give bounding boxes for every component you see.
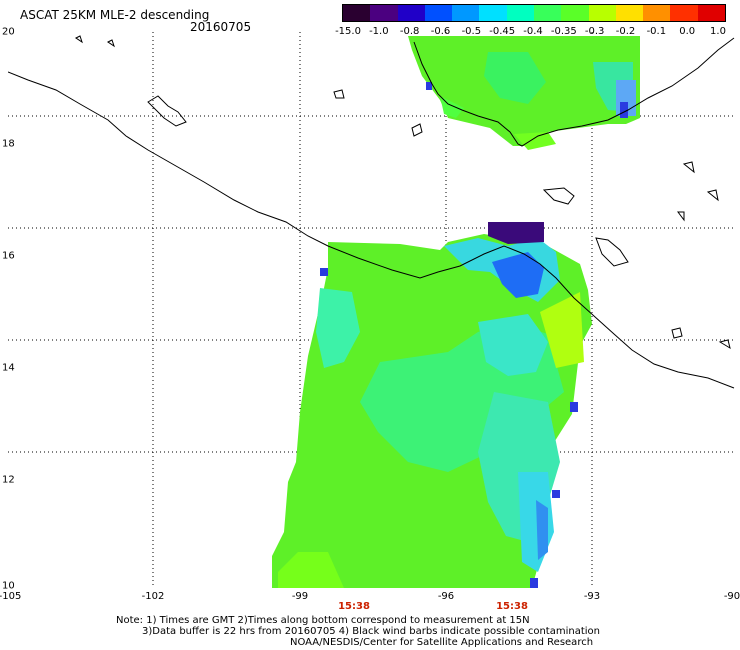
map-date: 20160705 <box>190 20 252 34</box>
note-line-3: NOAA/NESDIS/Center for Satellite Applica… <box>290 637 594 648</box>
latitude-label: 14 <box>2 362 15 374</box>
map-plot <box>8 32 736 588</box>
colorbar-tick-label: -0.4 <box>523 26 543 37</box>
colorbar-tick-label: -0.3 <box>584 26 605 37</box>
colorbar-swatch <box>424 5 453 21</box>
colorbar-swatch <box>697 5 725 21</box>
colorbar-swatch <box>397 5 425 21</box>
colorbar-swatch <box>615 5 644 21</box>
longitude-label: -99 <box>291 591 309 602</box>
colorbar-swatch <box>452 5 480 21</box>
note-line-1: Note: 1) Times are GMT 2)Times along bot… <box>116 615 530 626</box>
colorbar-swatch <box>643 5 671 21</box>
latitude-label: 16 <box>2 250 15 262</box>
colorbar-swatch <box>506 5 534 21</box>
coastline <box>8 35 735 389</box>
latitude-label: 18 <box>2 138 15 150</box>
latitude-label: 10 <box>2 580 15 592</box>
southern-swath <box>272 222 592 588</box>
colorbar-tick-label: -0.1 <box>646 26 667 37</box>
colorbar-tick-label: -1.0 <box>369 26 389 37</box>
latitude-label: 12 <box>2 474 15 486</box>
longitude-label: -90 <box>723 591 740 602</box>
colorbar-swatch <box>370 5 398 21</box>
colorbar-swatch <box>479 5 507 21</box>
time-label: 15:38 <box>496 601 528 612</box>
colorbar <box>342 4 726 22</box>
colorbar-tick-label: -0.8 <box>399 26 420 37</box>
longitude-label: -96 <box>437 591 455 602</box>
time-label: 15:38 <box>338 601 370 612</box>
colorbar-tick-label: 1.0 <box>710 26 726 37</box>
colorbar-swatch <box>533 5 562 21</box>
map-title: ASCAT 25KM MLE-2 descending <box>20 8 210 22</box>
colorbar-tick-label: -0.2 <box>615 26 636 37</box>
colorbar-swatch <box>670 5 698 21</box>
colorbar-swatch <box>588 5 616 21</box>
colorbar-swatch <box>343 5 371 21</box>
latitude-label: 20 <box>2 26 15 38</box>
colorbar-swatch <box>561 5 589 21</box>
colorbar-tick-label: -0.5 <box>461 26 482 37</box>
northern-swath <box>408 36 640 150</box>
longitude-label: -102 <box>141 591 165 602</box>
colorbar-tick-label: -0.35 <box>550 26 577 37</box>
colorbar-tick-label: 0.0 <box>679 26 696 37</box>
colorbar-tick-label: -0.45 <box>489 26 516 37</box>
longitude-label: -105 <box>0 591 22 602</box>
longitude-label: -93 <box>583 591 601 602</box>
colorbar-tick-label: -0.6 <box>430 26 451 37</box>
colorbar-tick-label: -15.0 <box>335 26 361 37</box>
note-line-2: 3)Data buffer is 22 hrs from 20160705 4)… <box>142 626 600 637</box>
